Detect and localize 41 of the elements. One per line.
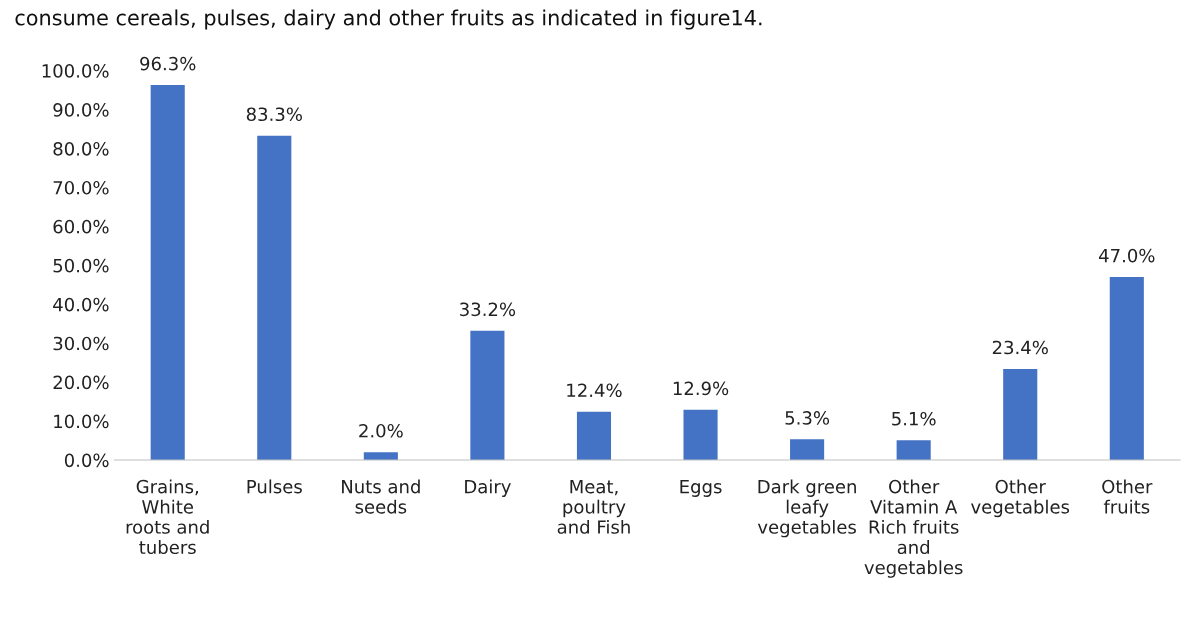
y-tick-label: 50.0% — [53, 258, 109, 273]
data-label: 5.3% — [785, 411, 830, 425]
x-tick-label: Other fruits — [1102, 479, 1153, 514]
y-tick-label: 10.0% — [54, 414, 109, 429]
data-label: 5.1% — [892, 411, 936, 426]
bar — [257, 135, 292, 461]
data-label: 96.3% — [140, 56, 196, 71]
x-tick-label: Other vegetables — [971, 479, 1070, 518]
data-label: 23.4% — [992, 340, 1048, 355]
y-tick-label: 30.0% — [53, 336, 109, 351]
bar — [470, 330, 505, 461]
text: consume cereals, pulses, dairy and other fruits as indicated in figure14. — [15, 9, 762, 30]
y-tick-label: 70.0% — [53, 180, 109, 195]
y-tick-label: 80.0% — [53, 141, 109, 156]
data-label: 12.4% — [567, 383, 622, 398]
x-tick-label: Eggs — [680, 480, 722, 497]
bar — [576, 411, 612, 461]
x-tick-label: Meat, poultry and Fish — [557, 480, 630, 534]
x-tick-label: Nuts and seeds — [342, 479, 420, 514]
bar — [790, 439, 825, 461]
bar — [1003, 368, 1038, 461]
x-tick-label: Other Vitamin A Rich fruits and vegetables — [864, 479, 963, 578]
data-label: 83.3% — [246, 107, 302, 122]
data-label: 47.0% — [1099, 248, 1155, 263]
y-tick-label: 40.0% — [53, 297, 109, 312]
bar — [683, 409, 718, 461]
x-tick-label: Dark green leafy vegetables — [757, 479, 856, 538]
y-tick-label: 60.0% — [53, 219, 109, 234]
y-tick-label: 0.0% — [64, 453, 109, 468]
data-label: 2.0% — [359, 423, 403, 438]
y-tick-label: 100.0% — [42, 64, 109, 78]
data-label: 33.2% — [460, 302, 516, 317]
y-tick-label: 90.0% — [53, 103, 109, 117]
x-tick-label: Pulses — [247, 479, 302, 494]
bar — [1109, 277, 1144, 461]
data-label: 12.9% — [673, 381, 729, 396]
bar — [150, 85, 185, 461]
x-tick-label: Dairy — [465, 479, 511, 497]
x-tick-label: Grains, White roots and tubers — [126, 479, 209, 555]
y-tick-label: 20.0% — [53, 375, 109, 390]
bar — [896, 440, 931, 461]
